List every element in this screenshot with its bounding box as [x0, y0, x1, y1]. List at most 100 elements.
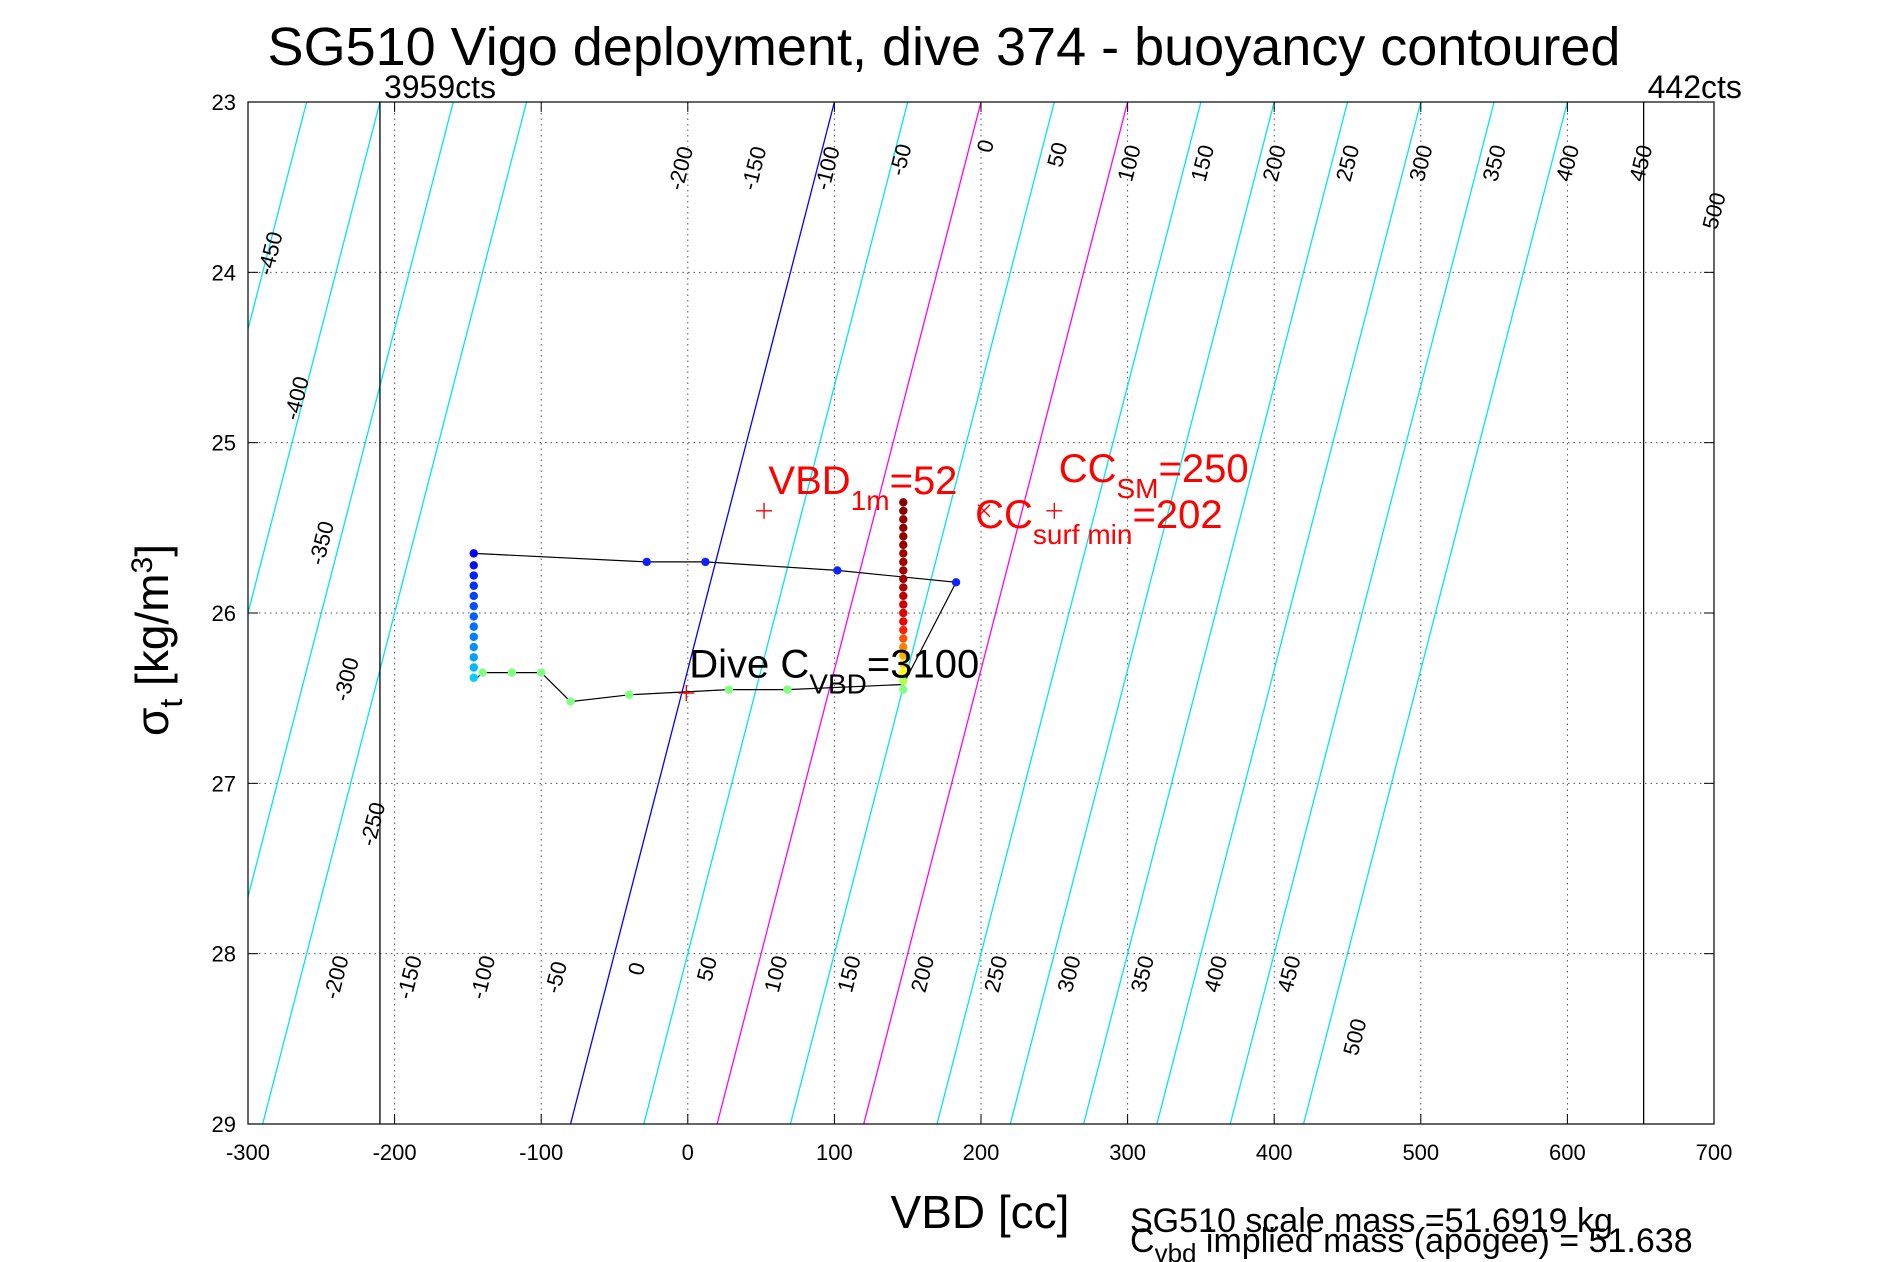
y-axis-label: σt [kg/m3]: [126, 544, 189, 736]
y-tick-label: 23: [212, 90, 236, 115]
dive-point: [469, 549, 478, 558]
dive-point: [899, 574, 908, 584]
contour-line: [1156, 102, 1422, 1124]
x-tick-label: -200: [373, 1140, 417, 1165]
dive-point: [478, 668, 487, 677]
x-tick-label: -300: [226, 1140, 270, 1165]
footer-implied-mass: Cvbd implied mass (apogee) = 51.638: [1130, 1222, 1693, 1262]
count-limit-label: 442cts: [1648, 69, 1742, 105]
x-tick-label: 100: [816, 1140, 853, 1165]
dive-point: [469, 601, 478, 611]
dive-point: [469, 571, 478, 580]
contour-line: [569, 102, 836, 1124]
chart-title: SG510 Vigo deployment, dive 374 - buoyan…: [268, 17, 1621, 77]
contour-line: [863, 102, 1129, 1124]
dive-point: [469, 622, 478, 631]
contour-line: [716, 102, 982, 1124]
contour-line: [1229, 102, 1495, 1124]
x-axis-label: VBD [cc]: [891, 1186, 1070, 1238]
contour-line: [262, 102, 528, 1124]
dive-point: [899, 540, 908, 550]
dive-point: [899, 625, 908, 635]
contour-line: [248, 102, 454, 900]
count-limit-label: 3959cts: [384, 69, 496, 105]
y-tick-label: 27: [212, 771, 236, 796]
dive-point: [899, 685, 908, 694]
dive-point: [899, 532, 908, 541]
dive-point: [951, 578, 961, 587]
dive-point: [701, 557, 710, 567]
vbd-1m-label: VBD1m=52: [768, 459, 957, 516]
contour-line: [248, 102, 308, 332]
dive-point: [642, 557, 651, 567]
y-tick-label: 26: [212, 601, 236, 626]
dive-point: [899, 642, 908, 652]
dive-point: [469, 612, 478, 621]
dive-point: [469, 663, 478, 672]
y-tick-label: 25: [212, 431, 236, 456]
contour-line: [643, 102, 909, 1124]
dive-point: [899, 523, 908, 533]
dive-point: [833, 566, 842, 575]
cc-surf-min-marker: [977, 504, 991, 518]
contour-label: 0: [972, 137, 999, 155]
contour-label: 50: [1042, 140, 1072, 170]
y-tick-label: 29: [212, 1112, 236, 1137]
x-tick-label: -100: [519, 1140, 563, 1165]
cc-surf-min-label: CCsurf min=202: [975, 493, 1222, 550]
dive-point: [899, 591, 908, 601]
dive-point: [899, 515, 908, 524]
contour-line: [789, 102, 1055, 1124]
x-tick-label: 200: [963, 1140, 1000, 1165]
contour-line: [1009, 102, 1275, 1124]
dive-point: [899, 600, 908, 609]
dive-point: [469, 591, 478, 601]
dive-point: [469, 653, 478, 662]
dive-point: [469, 632, 478, 642]
dive-point: [899, 557, 908, 567]
dive-trajectory: [473, 552, 958, 703]
y-tick-label: 24: [212, 260, 236, 285]
axis-ticks: -300 -200 -100 0 100 200 300 400 500 600 700232425…: [212, 90, 1733, 1165]
dive-point: [899, 676, 908, 686]
y-axis-label-text: σt [kg/m3]: [126, 544, 189, 736]
count-limit-lines: 3959cts 442cts: [379, 69, 1742, 1124]
contour-line: [1302, 102, 1569, 1124]
dive-point: [469, 581, 478, 590]
dive-point: [537, 668, 546, 677]
x-tick-label: 0: [682, 1140, 694, 1165]
x-tick-label: 700: [1696, 1140, 1733, 1165]
dive-point: [899, 668, 908, 677]
dive-point: [899, 498, 908, 507]
dive-point: [469, 561, 478, 570]
dive-point: [783, 685, 792, 694]
footer-scale-mass: SG510 scale mass =51.6919 kg: [1130, 1202, 1613, 1240]
contour-line: [936, 102, 1202, 1124]
dive-point: [566, 697, 575, 706]
dive-point: [899, 634, 908, 643]
dive-point: [899, 566, 908, 575]
dive-point: [724, 685, 734, 694]
contour-label: 0: [623, 960, 650, 978]
dive-point: [899, 583, 908, 592]
dive-point: [899, 651, 908, 660]
dive-point: [469, 673, 478, 682]
contour-line: [1082, 102, 1349, 1124]
x-tick-label: 600: [1549, 1140, 1586, 1165]
y-tick-label: 28: [212, 942, 236, 967]
trajectory-line: [473, 552, 958, 703]
dive-cvbd-label: Dive CVBD=3100: [689, 643, 979, 700]
dive-point: [899, 506, 908, 515]
x-tick-label: 300: [1109, 1140, 1146, 1165]
dive-point: [899, 608, 908, 618]
dive-point: [899, 549, 908, 558]
x-tick-label: 400: [1256, 1140, 1293, 1165]
dive-point: [899, 617, 908, 626]
cc-sm-label: CCSM=250: [1059, 447, 1249, 504]
contour-lines: [248, 102, 1569, 1124]
dive-point: [624, 690, 634, 699]
dive-points: [469, 498, 961, 706]
